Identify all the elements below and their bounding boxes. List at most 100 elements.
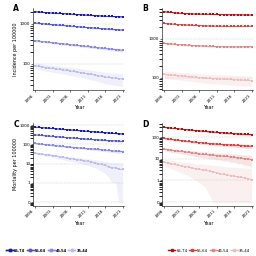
Point [121, 77, 125, 81]
Point [44, 134, 48, 138]
Point [222, 131, 226, 135]
Point [246, 157, 250, 161]
Point [121, 15, 125, 19]
Point [232, 174, 236, 178]
Point [180, 138, 184, 143]
Point [71, 12, 76, 16]
Point [162, 160, 166, 164]
Point [68, 12, 72, 16]
Point [176, 23, 180, 27]
Point [225, 77, 229, 81]
Point [75, 129, 79, 133]
Point [180, 74, 184, 78]
Point [225, 173, 229, 177]
Point [211, 77, 215, 81]
Point [232, 45, 236, 49]
X-axis label: Year: Year [73, 105, 84, 110]
Point [211, 24, 215, 28]
Point [89, 26, 93, 30]
Point [75, 25, 79, 29]
Point [236, 156, 240, 160]
Point [162, 10, 166, 14]
Point [250, 144, 254, 148]
Point [44, 40, 48, 44]
Point [222, 24, 226, 28]
Point [61, 12, 65, 16]
Point [96, 130, 100, 134]
Point [204, 168, 208, 173]
Point [190, 12, 194, 16]
Point [47, 66, 51, 70]
Text: A: A [13, 4, 19, 13]
Point [229, 24, 233, 28]
Point [183, 150, 187, 154]
Point [89, 160, 93, 164]
Point [103, 46, 107, 50]
Point [47, 22, 51, 26]
Point [103, 163, 107, 167]
Point [218, 142, 222, 146]
Point [106, 14, 111, 18]
Point [218, 172, 222, 176]
Point [54, 23, 58, 27]
Point [246, 144, 250, 148]
Point [180, 11, 184, 15]
Point [40, 126, 44, 130]
Point [190, 128, 194, 132]
Point [183, 139, 187, 143]
Text: C: C [13, 120, 19, 129]
Point [96, 162, 100, 166]
Point [40, 142, 44, 146]
Point [79, 13, 83, 17]
Point [176, 73, 180, 78]
Point [121, 167, 125, 172]
Point [40, 39, 44, 44]
Point [222, 77, 226, 81]
Point [229, 45, 233, 49]
Point [169, 126, 173, 130]
Point [246, 177, 250, 181]
Point [229, 13, 233, 17]
Point [187, 150, 191, 154]
Point [75, 158, 79, 162]
Point [33, 151, 37, 155]
Text: B: B [142, 4, 148, 13]
Point [201, 141, 205, 145]
Point [197, 12, 201, 16]
Point [173, 138, 177, 142]
Point [246, 24, 250, 28]
Point [208, 12, 212, 16]
Point [243, 157, 247, 161]
Point [89, 147, 93, 151]
Point [236, 175, 240, 179]
Point [173, 22, 177, 26]
Point [75, 70, 79, 74]
Point [229, 155, 233, 159]
Point [75, 136, 79, 140]
Point [176, 149, 180, 153]
Point [183, 12, 187, 16]
Point [65, 42, 69, 46]
Point [176, 163, 180, 167]
Point [197, 44, 201, 48]
Point [44, 66, 48, 70]
Point [86, 137, 90, 141]
Point [236, 45, 240, 49]
Point [250, 24, 254, 28]
Point [169, 162, 173, 166]
Point [110, 76, 114, 80]
Point [162, 41, 166, 46]
Point [239, 156, 243, 160]
Point [169, 42, 173, 46]
Point [229, 143, 233, 147]
Point [54, 135, 58, 139]
Point [96, 46, 100, 50]
Point [162, 22, 166, 26]
Point [222, 172, 226, 176]
Point [50, 143, 55, 147]
Point [236, 78, 240, 82]
Point [68, 69, 72, 73]
Point [222, 154, 226, 158]
Point [229, 78, 233, 82]
Point [194, 140, 198, 144]
